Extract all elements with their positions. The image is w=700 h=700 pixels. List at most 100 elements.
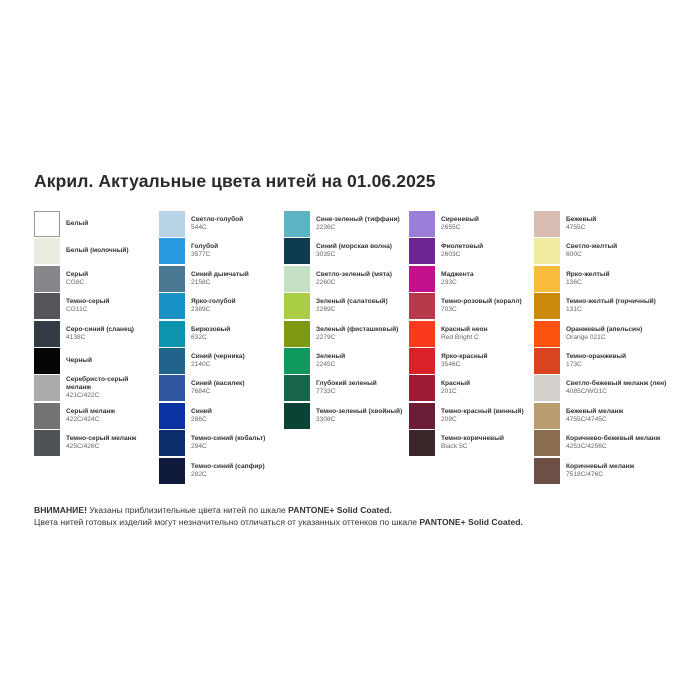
color-name: Зеленый (салатовый) <box>316 298 388 306</box>
pantone-code: CG11C <box>66 306 88 314</box>
color-swatch <box>409 347 435 374</box>
color-name: Синий (черника) <box>191 352 245 360</box>
pantone-code: 2279C <box>316 333 336 341</box>
color-label: Темно-желтый (горчичный) 131C <box>566 298 656 314</box>
color-swatch-item: Темно-серый CG11C <box>34 293 159 320</box>
color-swatch <box>34 375 60 402</box>
color-label: Синий (черника) 2140C <box>191 353 245 369</box>
color-name: Зеленый (фисташковый) <box>316 325 399 333</box>
color-label: Коричневый меланж 7518C/476C <box>566 463 634 479</box>
pantone-code: 201C <box>441 388 457 396</box>
color-name: Серый <box>66 270 89 278</box>
color-swatch <box>159 375 185 402</box>
color-label: Серо-синий (сланец) 4138C <box>66 326 134 342</box>
color-swatch-item: Бежевый меланж 4755C/4745C <box>534 402 694 429</box>
color-swatch-item: Бежевый 4755C <box>534 211 694 237</box>
pantone-code: 3546C <box>441 360 461 368</box>
pantone-code: 136C <box>566 278 582 286</box>
color-label: Темно-синий (сапфир) 282C <box>191 463 265 479</box>
pantone-code: Black 5C <box>441 443 468 451</box>
color-name: Темно-серый <box>66 298 110 306</box>
pantone-code: 286C <box>191 415 207 423</box>
color-name: Бирюзовый <box>191 325 231 333</box>
pantone-code: 425C/426C <box>66 443 100 451</box>
color-swatch-item: Темно-оранжевый 173C <box>534 347 694 374</box>
color-label: Светло-бежевый меланж (лен) 4085C/WG1C <box>566 380 666 396</box>
color-name: Светло-бежевый меланж (лен) <box>566 380 667 388</box>
pantone-code: 2603C <box>441 251 461 259</box>
pantone-code: 703C <box>441 306 457 314</box>
color-label: Ярко-красный 3546C <box>441 353 488 369</box>
color-label: Темно-оранжевый 173C <box>566 353 626 369</box>
color-label: Ярко-голубой 2389C <box>191 298 236 314</box>
color-column-3: Сине-зеленый (тиффани) 2236C Синий (морска… <box>284 211 409 430</box>
color-label: Голубой 3577C <box>191 243 218 259</box>
color-swatch-item: Маджента 233C <box>409 265 534 292</box>
pantone-code: 422C/424C <box>66 415 100 423</box>
color-label: Синий 286C <box>191 408 212 424</box>
color-column-2: Светло-голубой 544C Голубой 3577C Синий дымч… <box>159 211 284 485</box>
color-swatch <box>34 347 60 374</box>
pantone-code: 4755C/4745C <box>566 415 607 423</box>
pantone-code: Red Bright C <box>441 333 479 341</box>
color-swatch <box>159 293 185 320</box>
color-label: Светло-зеленый (мята) 2260C <box>316 271 392 287</box>
color-name: Зеленый <box>316 352 346 360</box>
color-label: Серый CG8C <box>66 271 88 287</box>
color-name: Сине-зеленый (тиффани) <box>316 216 400 223</box>
color-swatch <box>409 320 435 347</box>
color-label: Бежевый 4755C <box>566 216 596 232</box>
color-swatch-item: Коричнево-бежевый меланж 4253C/4256C <box>534 430 694 457</box>
color-label: Сиреневый 2655C <box>441 216 479 232</box>
color-swatch <box>534 430 560 457</box>
pantone-code: 173C <box>566 360 582 368</box>
color-label: Синий дымчатый 2158C <box>191 271 249 287</box>
color-name: Серый меланж <box>66 407 116 415</box>
color-label: Черный <box>66 357 92 365</box>
color-swatch <box>284 211 310 237</box>
pantone-code: 7684C <box>191 388 211 396</box>
color-swatch-item: Серо-синий (сланец) 4138C <box>34 320 159 347</box>
pantone-code: 209C <box>441 415 457 423</box>
color-swatch-item: Темно-серый меланж 425C/426C <box>34 430 159 457</box>
color-label: Зеленый (салатовый) 2269C <box>316 298 388 314</box>
color-name: Темно-серый меланж <box>66 435 137 443</box>
color-swatch <box>409 211 435 237</box>
color-swatch <box>159 347 185 374</box>
color-name: Синий дымчатый <box>191 270 249 278</box>
color-swatch-item: Зеленый 2245C <box>284 347 409 374</box>
color-swatch <box>284 347 310 374</box>
pantone-code: 2655C <box>441 224 461 231</box>
color-swatch <box>34 402 60 429</box>
color-swatch <box>534 457 560 484</box>
color-swatch-item: Темно-красный (винный) 209C <box>409 402 534 429</box>
color-label: Коричнево-бежевый меланж 4253C/4256C <box>566 435 660 451</box>
color-label: Бирюзовый 632C <box>191 326 230 342</box>
pantone-code: 282C <box>191 470 207 478</box>
color-swatch-item: Темно-желтый (горчичный) 131C <box>534 293 694 320</box>
color-swatch-item: Темно-розовый (коралл) 703C <box>409 293 534 320</box>
pantone-code: 4755C <box>566 224 586 231</box>
color-swatch-item: Светло-желтый 600C <box>534 238 694 265</box>
color-label: Зеленый (фисташковый) 2279C <box>316 326 398 342</box>
pantone-code: 7518C/476C <box>566 470 604 478</box>
pantone-code: 2236C <box>316 224 336 231</box>
color-swatch <box>534 238 560 265</box>
color-swatch-item: Синий 286C <box>159 402 284 429</box>
color-label: Серый меланж 422C/424C <box>66 408 115 424</box>
color-label: Темно-розовый (коралл) 703C <box>441 298 522 314</box>
pantone-code: 131C <box>566 306 582 314</box>
color-name: Серебристо-серый меланж <box>66 376 129 392</box>
pantone-code: 233C <box>441 278 457 286</box>
color-swatch-item: Ярко-желтый 136C <box>534 265 694 292</box>
color-swatch-item: Сиреневый 2655C <box>409 211 534 237</box>
color-label: Сине-зеленый (тиффани) 2236C <box>316 216 400 232</box>
pantone-code: 4253C/4256C <box>566 443 607 451</box>
color-swatch <box>284 402 310 429</box>
color-column-1: Белый Белый (молочный) Серый CG8C Темно-серы… <box>34 211 159 458</box>
color-swatch-item: Серый меланж 422C/424C <box>34 402 159 429</box>
color-swatch-item: Темно-коричневый Black 5C <box>409 430 534 457</box>
color-swatch-item: Синий (черника) 2140C <box>159 347 284 374</box>
color-swatch <box>34 320 60 347</box>
color-swatch <box>159 238 185 265</box>
